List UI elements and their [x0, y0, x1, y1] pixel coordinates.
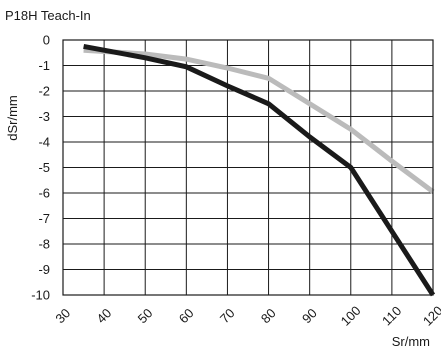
x-tick-label: 50: [135, 305, 156, 326]
y-tick-label: -9: [38, 262, 50, 277]
y-tick-label: -2: [38, 84, 50, 99]
x-axis-label: Sr/mm: [392, 334, 430, 349]
y-tick-label: 0: [43, 33, 50, 48]
y-tick-label: -6: [38, 186, 50, 201]
x-tick-label: 110: [379, 303, 404, 328]
x-tick-label: 60: [176, 305, 197, 326]
y-tick-label: -8: [38, 237, 50, 252]
series-line-2: [83, 47, 435, 194]
y-tick-label: -4: [38, 135, 50, 150]
grid: [62, 39, 434, 296]
plot-frame: [62, 39, 434, 296]
y-tick-label: -5: [38, 160, 50, 175]
series-lines: [83, 43, 436, 297]
x-tick-label: 90: [299, 305, 320, 326]
chart-title: P18H Teach-In: [5, 8, 91, 23]
y-axis-label: dSr/mm: [5, 95, 20, 141]
x-tick-label: 30: [52, 305, 73, 326]
x-tick-label: 70: [217, 305, 238, 326]
y-tick-label: -10: [31, 288, 50, 303]
y-tick-label: -7: [38, 211, 50, 226]
y-tick-label: -3: [38, 109, 50, 124]
x-tick-label: 40: [94, 305, 115, 326]
x-tick-label: 80: [258, 305, 279, 326]
tick-labels: 30 40 50 60 70 80 90 100 110 120 0 -1 -2 -3 -4 -5 -6 -7 -8…: [31, 33, 441, 329]
x-tick-label: 120: [420, 303, 441, 329]
series-line-1: [83, 43, 436, 297]
x-tick-label: 100: [338, 303, 364, 329]
y-tick-label: -1: [38, 58, 50, 73]
